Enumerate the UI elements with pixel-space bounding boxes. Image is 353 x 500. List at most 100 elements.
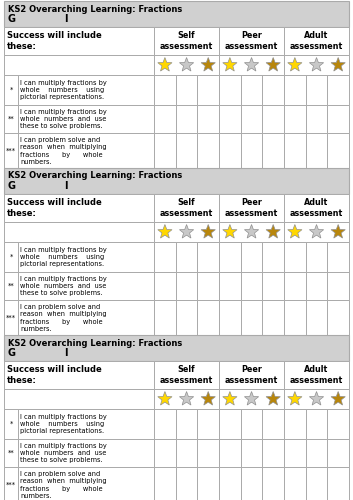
Bar — [219, 27, 284, 55]
Bar — [4, 389, 154, 409]
Bar — [154, 439, 176, 467]
Text: **: ** — [8, 116, 14, 122]
Bar — [262, 75, 284, 105]
Bar — [18, 300, 154, 336]
Bar — [327, 75, 349, 105]
Polygon shape — [223, 58, 237, 71]
Polygon shape — [158, 224, 172, 238]
Bar — [241, 242, 262, 272]
Bar — [197, 300, 219, 336]
Bar — [154, 75, 176, 105]
Bar — [327, 105, 349, 133]
Text: I can multiply fractions by
whole    numbers    using
pictorial representations.: I can multiply fractions by whole number… — [20, 80, 107, 100]
Bar — [241, 467, 262, 500]
Polygon shape — [201, 224, 215, 238]
Bar — [327, 439, 349, 467]
Text: Peer
assessment: Peer assessment — [225, 365, 278, 385]
Bar — [219, 242, 241, 272]
Text: I can multiply fractions by
whole  numbers  and  use
these to solve problems.: I can multiply fractions by whole number… — [20, 276, 107, 296]
Bar — [4, 55, 154, 75]
Bar — [18, 439, 154, 467]
Bar — [154, 272, 176, 300]
Bar — [219, 361, 284, 389]
Polygon shape — [201, 58, 215, 71]
Bar — [154, 409, 176, 439]
Polygon shape — [179, 58, 194, 71]
Text: Adult
assessment: Adult assessment — [290, 198, 343, 218]
Text: G: G — [8, 348, 16, 358]
Bar — [154, 467, 176, 500]
Bar — [4, 75, 18, 105]
Polygon shape — [201, 392, 215, 405]
Bar — [219, 409, 241, 439]
Bar — [241, 75, 262, 105]
Bar — [219, 222, 284, 242]
Text: Adult
assessment: Adult assessment — [290, 31, 343, 51]
Text: Adult
assessment: Adult assessment — [290, 365, 343, 385]
Text: I can problem solve and
reason  when  multiplying
fractions      by      whole
n: I can problem solve and reason when mult… — [20, 304, 107, 332]
Text: KS2 Overarching Learning: Fractions: KS2 Overarching Learning: Fractions — [8, 4, 182, 14]
Text: I can multiply fractions by
whole  numbers  and  use
these to solve problems.: I can multiply fractions by whole number… — [20, 443, 107, 463]
Bar — [219, 194, 284, 222]
Bar — [327, 133, 349, 169]
Bar — [4, 133, 18, 169]
Bar — [306, 133, 327, 169]
Bar — [284, 389, 349, 409]
Bar — [241, 105, 262, 133]
Polygon shape — [309, 224, 324, 238]
Bar — [219, 300, 241, 336]
Bar — [284, 27, 349, 55]
Bar — [241, 272, 262, 300]
Text: I can multiply fractions by
whole    numbers    using
pictorial representations.: I can multiply fractions by whole number… — [20, 414, 107, 434]
Polygon shape — [244, 58, 259, 71]
Polygon shape — [266, 58, 280, 71]
Polygon shape — [331, 392, 345, 405]
Bar — [219, 439, 241, 467]
Bar — [176, 133, 197, 169]
Bar — [306, 75, 327, 105]
Bar — [327, 242, 349, 272]
Text: **: ** — [8, 283, 14, 289]
Bar — [18, 272, 154, 300]
Text: Peer
assessment: Peer assessment — [225, 31, 278, 51]
Bar — [18, 409, 154, 439]
Bar — [284, 272, 306, 300]
Bar — [306, 300, 327, 336]
Text: I can problem solve and
reason  when  multiplying
fractions      by      whole
n: I can problem solve and reason when mult… — [20, 471, 107, 499]
Bar — [154, 361, 219, 389]
Bar — [4, 222, 154, 242]
Text: I can multiply fractions by
whole    numbers    using
pictorial representations.: I can multiply fractions by whole number… — [20, 246, 107, 267]
Text: ***: *** — [6, 482, 16, 488]
Bar — [197, 75, 219, 105]
Bar — [154, 194, 219, 222]
Text: Self
assessment: Self assessment — [160, 365, 213, 385]
Bar — [197, 439, 219, 467]
Bar — [18, 242, 154, 272]
Bar — [219, 133, 241, 169]
Bar — [327, 272, 349, 300]
Bar — [4, 439, 18, 467]
Bar — [197, 133, 219, 169]
Text: KS2 Overarching Learning: Fractions: KS2 Overarching Learning: Fractions — [8, 338, 182, 347]
Bar — [176, 439, 197, 467]
Bar — [154, 105, 176, 133]
Polygon shape — [223, 392, 237, 405]
Bar — [284, 439, 306, 467]
Bar — [18, 133, 154, 169]
Bar — [18, 467, 154, 500]
Bar — [154, 300, 176, 336]
Text: I can problem solve and
reason  when  multiplying
fractions      by      whole
n: I can problem solve and reason when mult… — [20, 137, 107, 165]
Bar — [18, 75, 154, 105]
Polygon shape — [266, 392, 280, 405]
Bar — [4, 335, 349, 361]
Bar — [327, 300, 349, 336]
Bar — [4, 272, 18, 300]
Text: Success will include
these:: Success will include these: — [7, 198, 102, 218]
Bar — [176, 105, 197, 133]
Bar — [284, 300, 306, 336]
Bar — [197, 242, 219, 272]
Bar — [262, 272, 284, 300]
Text: ***: *** — [6, 148, 16, 154]
Bar — [219, 105, 241, 133]
Text: G: G — [8, 181, 16, 191]
